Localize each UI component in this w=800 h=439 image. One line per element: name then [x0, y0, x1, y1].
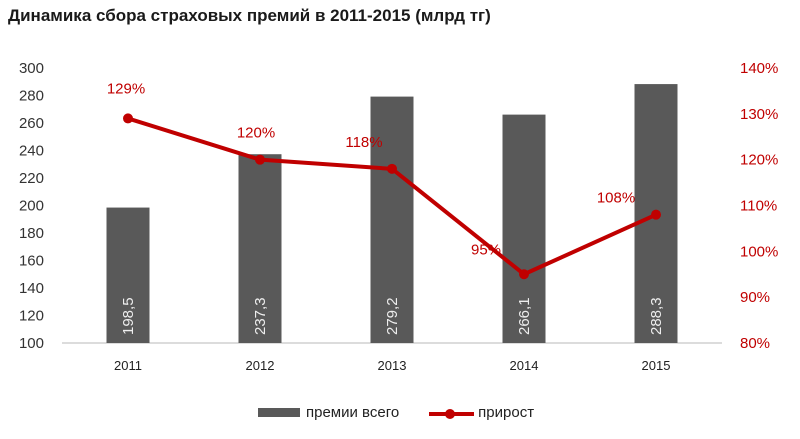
y-right-tick: 140%	[740, 60, 778, 77]
y-left-tick: 260	[19, 115, 44, 132]
x-tick: 2011	[114, 358, 142, 373]
line-point-marker	[651, 209, 661, 220]
y-left-tick: 220	[19, 170, 44, 187]
bar-value-label: 198,5	[120, 297, 137, 335]
line-point-marker	[387, 163, 397, 174]
y-left-tick: 160	[19, 253, 44, 270]
bar-value-label: 288,3	[648, 297, 665, 335]
y-left-tick: 300	[19, 60, 44, 77]
legend-item-growth: прирост	[429, 404, 534, 421]
y-right-tick: 110%	[740, 198, 777, 215]
chart-title: Динамика сбора страховых премий в 2011-2…	[8, 6, 491, 25]
y-left-tick: 240	[19, 143, 44, 160]
line-marker-swatch-icon	[429, 406, 475, 420]
x-tick: 2013	[378, 358, 407, 373]
y-right-tick: 130%	[740, 106, 778, 123]
x-tick: 2014	[510, 358, 539, 373]
y-left-tick: 280	[19, 88, 44, 105]
legend-item-premiums: премии всего	[258, 404, 399, 421]
line-point-label: 120%	[237, 125, 275, 142]
line-point-label: 108%	[597, 190, 635, 207]
y-right-tick: 80%	[740, 335, 770, 352]
legend-label: премии всего	[306, 404, 400, 421]
line-point-marker	[255, 154, 265, 165]
y-right-tick: 100%	[740, 243, 778, 260]
bar	[502, 114, 546, 343]
y-right-tick: 90%	[740, 289, 770, 306]
line-point-label: 118%	[345, 134, 382, 151]
bar-swatch-icon	[258, 408, 300, 417]
y-right-tick: 120%	[740, 152, 778, 169]
bar-value-label: 266,1	[516, 297, 533, 335]
y-left-tick: 140	[19, 280, 44, 297]
bar	[238, 154, 282, 343]
y-left-tick: 100	[19, 335, 44, 352]
line-point-label: 129%	[107, 80, 145, 97]
legend-label: прирост	[478, 404, 535, 421]
bar-value-label: 237,3	[252, 297, 269, 335]
bar	[106, 207, 150, 343]
line-point-marker	[519, 269, 529, 280]
x-tick: 2012	[246, 358, 275, 373]
y-left-tick: 180	[19, 225, 44, 242]
bar-value-label: 279,2	[384, 297, 401, 335]
x-tick: 2015	[642, 358, 671, 373]
y-left-tick: 120	[19, 308, 44, 325]
line-point-marker	[123, 113, 133, 124]
legend: премии всего прирост	[258, 404, 564, 421]
y-left-tick: 200	[19, 198, 44, 215]
bar	[370, 96, 414, 343]
line-point-label: 95%	[471, 241, 501, 258]
